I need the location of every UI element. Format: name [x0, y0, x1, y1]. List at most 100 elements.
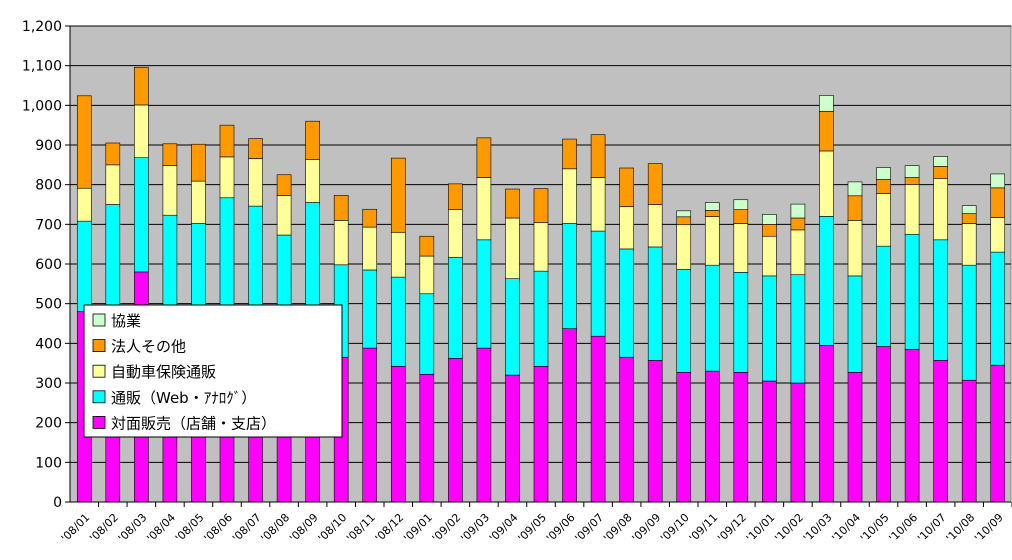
bar-segment-0-15 [505, 374, 520, 503]
bar-segment-3-17 [562, 138, 577, 170]
bar-segment-4-26 [819, 95, 834, 112]
legend-swatch [92, 364, 106, 378]
bar-segment-0-22 [704, 370, 720, 503]
bar-segment-0-30 [933, 360, 948, 503]
bar-segment-3-32 [990, 187, 1006, 218]
bar-segment-1-12 [419, 293, 435, 375]
bar-segment-0-20 [647, 360, 663, 503]
bar-segment-2-14 [476, 177, 492, 241]
bar-segment-1-4 [191, 223, 206, 312]
bar-segment-3-27 [847, 195, 863, 221]
bar-segment-2-30 [933, 178, 948, 241]
bar-segment-4-21 [676, 210, 692, 218]
bar-segment-3-20 [647, 163, 663, 205]
y-tick-label: 600 [35, 257, 62, 273]
bar-segment-3-24 [762, 224, 777, 237]
legend-swatch [92, 339, 106, 353]
bar-segment-4-25 [790, 203, 806, 219]
bar-segment-1-15 [505, 278, 520, 376]
bar-segment-1-18 [590, 230, 606, 337]
bar-segment-3-16 [533, 188, 549, 223]
bar-segment-2-26 [819, 150, 834, 217]
bar-segment-3-15 [505, 188, 520, 219]
bar-segment-2-24 [762, 235, 777, 277]
bar-segment-1-16 [533, 270, 549, 367]
bar-segment-3-23 [733, 209, 749, 224]
bar-segment-1-31 [961, 264, 977, 381]
bar-segment-3-22 [704, 210, 720, 217]
bar-segment-1-5 [219, 197, 235, 306]
bar-segment-3-10 [362, 208, 378, 228]
bar-segment-0-17 [562, 328, 577, 503]
bar-segment-0-29 [904, 348, 920, 503]
bar-segment-0-11 [390, 366, 406, 503]
bar-segment-2-5 [219, 156, 235, 199]
y-tick-label: 700 [35, 217, 62, 233]
bar-segment-2-21 [676, 224, 692, 270]
bar-segment-3-8 [305, 120, 320, 160]
bar-segment-0-18 [590, 335, 606, 503]
y-tick-label: 1,100 [22, 59, 62, 75]
bar-segment-1-30 [933, 239, 948, 361]
bar-segment-2-17 [562, 168, 577, 224]
bar-segment-3-13 [448, 183, 463, 210]
bar-segment-4-23 [733, 199, 749, 210]
bar-segment-3-7 [276, 174, 292, 196]
bar-segment-3-11 [390, 157, 406, 233]
bar-segment-0-25 [790, 382, 806, 503]
bar-segment-0-12 [419, 373, 435, 503]
bar-segment-1-26 [819, 216, 834, 346]
y-tick-label: 1,000 [22, 98, 62, 114]
bar-segment-3-6 [248, 138, 263, 159]
bar-segment-0-26 [819, 345, 834, 503]
bar-segment-0-21 [676, 371, 692, 503]
bar-segment-2-15 [505, 217, 520, 279]
bar-segment-4-31 [961, 205, 977, 214]
bar-segment-0-14 [476, 347, 492, 503]
legend-label: 対面販売（店舗・支店） [111, 414, 276, 432]
bar-segment-3-25 [790, 217, 806, 231]
bar-segment-2-29 [904, 184, 920, 235]
bar-segment-1-28 [876, 245, 891, 347]
bar-segment-3-29 [904, 177, 920, 185]
bar-segment-1-6 [248, 205, 263, 312]
bar-segment-2-0 [76, 187, 92, 222]
bar-segment-2-32 [990, 217, 1006, 253]
bar-segment-2-12 [419, 255, 435, 295]
bar-segment-2-7 [276, 195, 292, 236]
bar-segment-2-6 [248, 158, 263, 207]
legend-label: 自動車保険通販 [111, 363, 216, 381]
bar-segment-2-16 [533, 222, 549, 272]
legend-swatch [92, 313, 106, 327]
bar-segment-2-20 [647, 204, 663, 248]
bar-segment-2-10 [362, 226, 378, 271]
bar-segment-3-31 [961, 213, 977, 224]
y-tick-label: 0 [53, 495, 62, 511]
bar-segment-1-2 [134, 157, 149, 273]
y-tick-label: 100 [35, 455, 62, 471]
bar-segment-3-3 [162, 143, 178, 166]
bar-segment-2-23 [733, 223, 749, 273]
bar-segment-0-23 [733, 371, 749, 503]
bar-segment-2-28 [876, 193, 891, 247]
bar-segment-3-30 [933, 166, 948, 179]
bar-segment-3-26 [819, 110, 834, 152]
bar-segment-2-11 [390, 231, 406, 278]
bar-segment-4-24 [762, 214, 777, 225]
bar-segment-3-5 [219, 124, 235, 158]
bar-segment-1-1 [105, 204, 121, 312]
bar-segment-0-28 [876, 346, 891, 503]
bars [76, 66, 1006, 503]
bar-segment-2-1 [105, 164, 121, 205]
y-tick-label: 1,200 [22, 19, 62, 35]
bar-segment-1-3 [162, 214, 178, 312]
bar-segment-1-17 [562, 223, 577, 329]
bar-segment-1-23 [733, 272, 749, 373]
bar-segment-0-24 [762, 380, 777, 503]
bar-segment-4-22 [704, 202, 720, 211]
bar-segment-3-2 [134, 66, 149, 106]
bar-segment-1-25 [790, 274, 806, 384]
y-tick-label: 200 [35, 416, 62, 432]
bar-segment-2-31 [961, 223, 977, 266]
